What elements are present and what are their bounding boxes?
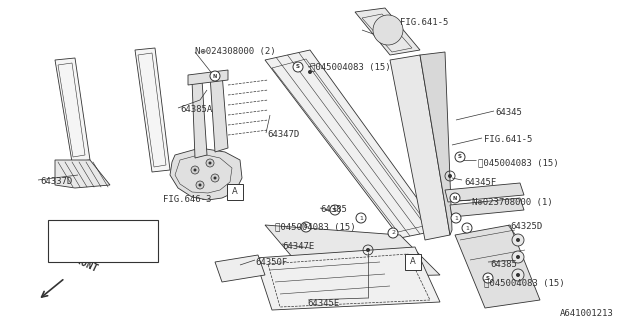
Text: 64384B: 64384B <box>100 225 136 235</box>
Circle shape <box>211 174 219 182</box>
Circle shape <box>516 255 520 259</box>
Text: 64345F: 64345F <box>464 178 496 187</box>
Text: 2: 2 <box>62 249 66 253</box>
Polygon shape <box>192 80 207 158</box>
Circle shape <box>516 273 520 277</box>
Text: 64350F: 64350F <box>255 258 287 267</box>
Text: 64385A: 64385A <box>180 105 212 114</box>
Polygon shape <box>55 58 90 162</box>
Text: 64345E: 64345E <box>307 299 339 308</box>
Circle shape <box>512 269 524 281</box>
Polygon shape <box>450 198 524 217</box>
Text: FIG.641-5: FIG.641-5 <box>400 18 449 27</box>
Circle shape <box>198 183 202 187</box>
Circle shape <box>450 193 460 203</box>
Polygon shape <box>265 50 440 238</box>
Text: 64345: 64345 <box>495 108 522 117</box>
Bar <box>48 220 158 262</box>
Circle shape <box>462 223 472 233</box>
Text: FRONT: FRONT <box>68 252 99 274</box>
Circle shape <box>206 159 214 167</box>
Text: 64347E: 64347E <box>282 242 314 251</box>
Circle shape <box>455 152 465 162</box>
Text: FIG.646-3: FIG.646-3 <box>163 195 211 204</box>
Text: 1: 1 <box>465 226 469 230</box>
Text: 1: 1 <box>62 228 66 233</box>
Circle shape <box>214 177 216 180</box>
Polygon shape <box>170 148 242 200</box>
Bar <box>405 254 421 270</box>
Text: FIG.641-5: FIG.641-5 <box>484 135 532 144</box>
Polygon shape <box>135 48 170 172</box>
Circle shape <box>388 228 398 238</box>
Circle shape <box>293 62 303 72</box>
Text: S: S <box>486 276 490 281</box>
Circle shape <box>366 248 370 252</box>
Polygon shape <box>265 225 440 278</box>
Text: 64337D: 64337D <box>40 177 72 186</box>
Text: Ⓢ045004083 (15): Ⓢ045004083 (15) <box>310 62 390 71</box>
Polygon shape <box>210 73 228 152</box>
Text: N⊕023708000 (1): N⊕023708000 (1) <box>472 198 552 207</box>
Text: N: N <box>213 74 217 78</box>
Text: 64385: 64385 <box>320 205 347 214</box>
Text: S: S <box>304 225 308 229</box>
Polygon shape <box>455 225 540 308</box>
Polygon shape <box>215 255 265 282</box>
Bar <box>227 184 243 200</box>
Circle shape <box>57 223 71 237</box>
Circle shape <box>210 71 220 81</box>
Circle shape <box>451 213 461 223</box>
Polygon shape <box>188 70 228 85</box>
Text: S: S <box>458 155 462 159</box>
Text: A: A <box>232 188 238 196</box>
Circle shape <box>193 169 196 172</box>
Text: A641001213: A641001213 <box>560 309 614 318</box>
Text: Ⓢ045004083 (15): Ⓢ045004083 (15) <box>478 158 559 167</box>
Text: 64305V: 64305V <box>100 246 136 256</box>
Circle shape <box>516 238 520 242</box>
Circle shape <box>330 205 340 215</box>
Text: A: A <box>410 258 416 267</box>
Circle shape <box>512 251 524 263</box>
Text: S: S <box>333 207 337 212</box>
Text: 1: 1 <box>454 215 458 220</box>
Text: 64347D: 64347D <box>267 130 300 139</box>
Text: Ⓢ045004083 (15): Ⓢ045004083 (15) <box>275 222 356 231</box>
Circle shape <box>57 244 71 258</box>
Text: 64325D: 64325D <box>510 222 542 231</box>
Circle shape <box>209 162 211 164</box>
Circle shape <box>356 213 366 223</box>
Polygon shape <box>420 52 452 235</box>
Text: N⊕024308000 (2): N⊕024308000 (2) <box>195 47 276 56</box>
Text: 2: 2 <box>391 230 395 236</box>
Polygon shape <box>55 160 110 188</box>
Circle shape <box>483 273 493 283</box>
Polygon shape <box>390 55 450 240</box>
Circle shape <box>448 174 452 178</box>
Polygon shape <box>255 247 440 310</box>
Text: Ⓢ045004083 (15): Ⓢ045004083 (15) <box>484 278 564 287</box>
Text: 1: 1 <box>359 215 363 220</box>
Polygon shape <box>445 183 524 202</box>
Circle shape <box>191 166 199 174</box>
Circle shape <box>512 234 524 246</box>
Circle shape <box>308 70 312 74</box>
Text: S: S <box>296 65 300 69</box>
Circle shape <box>301 222 311 232</box>
Text: N: N <box>453 196 457 201</box>
Circle shape <box>196 181 204 189</box>
Polygon shape <box>355 8 420 55</box>
Text: 64385: 64385 <box>490 260 517 269</box>
Circle shape <box>373 15 403 45</box>
